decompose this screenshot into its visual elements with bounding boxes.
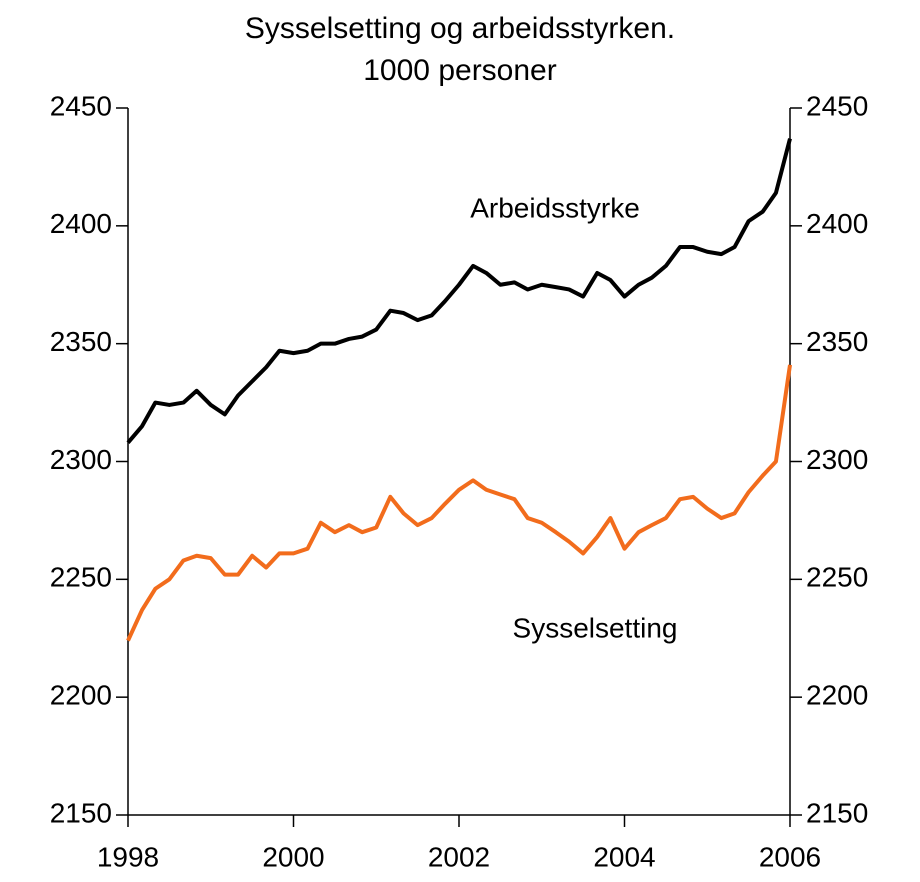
x-tick-label: 2004 (593, 841, 655, 872)
y2-tick-label: 2350 (806, 326, 868, 357)
series-line (126, 364, 792, 642)
y2-tick-label: 2300 (806, 444, 868, 475)
annotation: Arbeidsstyrke (470, 192, 640, 223)
chart-title: Sysselsetting og arbeidsstyrken. (245, 12, 675, 45)
y-tick-label: 2450 (50, 90, 112, 121)
x-tick-label: 2002 (428, 841, 490, 872)
x-tick-label: 1998 (97, 841, 159, 872)
y2-tick-label: 2250 (806, 562, 868, 593)
y-tick-label: 2300 (50, 444, 112, 475)
x-tick-label: 2006 (759, 841, 821, 872)
y-tick-label: 2400 (50, 208, 112, 239)
y-tick-label: 2350 (50, 326, 112, 357)
y-tick-label: 2200 (50, 680, 112, 711)
y2-tick-label: 2450 (806, 90, 868, 121)
y2-tick-label: 2150 (806, 797, 868, 828)
y2-tick-label: 2200 (806, 680, 868, 711)
annotation: Sysselsetting (513, 612, 678, 643)
y-tick-label: 2150 (50, 797, 112, 828)
x-tick-label: 2000 (262, 841, 324, 872)
y2-tick-label: 2400 (806, 208, 868, 239)
chart-subtitle: 1000 personer (363, 54, 556, 87)
series-line (126, 138, 792, 444)
y-tick-label: 2250 (50, 562, 112, 593)
